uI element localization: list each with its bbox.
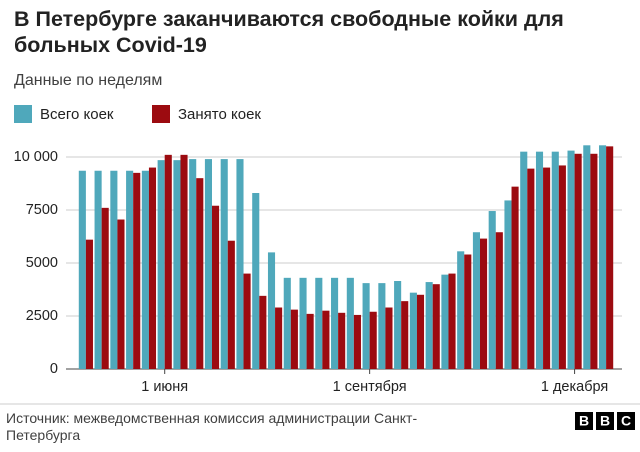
bar	[283, 277, 291, 369]
bar	[252, 193, 260, 369]
bar	[504, 200, 512, 369]
bar	[275, 307, 283, 369]
bar	[101, 207, 109, 369]
bar	[173, 160, 181, 369]
bar	[220, 159, 228, 369]
y-tick-label: 7500	[26, 202, 58, 218]
bar	[204, 159, 212, 369]
bar	[543, 167, 551, 369]
bar	[574, 153, 582, 369]
bar	[511, 186, 519, 369]
bar	[212, 205, 220, 369]
bar	[583, 145, 591, 369]
bar	[495, 232, 503, 369]
bar	[369, 311, 377, 369]
bar	[236, 159, 244, 369]
bar	[243, 273, 251, 369]
bar	[189, 159, 197, 369]
source-note: Источник: межведомственная комиссия адми…	[6, 410, 418, 443]
legend-label: Занято коек	[178, 106, 261, 123]
bar	[85, 239, 93, 369]
bar	[196, 178, 204, 369]
bar	[267, 252, 276, 369]
bar	[527, 168, 535, 369]
bar	[409, 292, 417, 369]
bar	[157, 160, 165, 369]
bar	[94, 170, 102, 369]
bar	[425, 282, 433, 369]
chart-subtitle: Данные по неделям	[14, 72, 163, 89]
bar	[551, 151, 559, 369]
logo-letter: B	[579, 413, 589, 429]
x-tick-label: 1 сентября	[333, 379, 407, 395]
bar	[362, 283, 370, 369]
x-tick-label: 1 июня	[141, 379, 188, 395]
bar	[78, 170, 86, 369]
bar	[180, 154, 188, 369]
bar	[338, 312, 346, 369]
logo-letter: C	[621, 413, 631, 429]
bar	[606, 146, 614, 369]
bar	[148, 167, 157, 369]
legend-swatch	[14, 105, 32, 123]
bar	[464, 254, 472, 369]
y-tick-label: 0	[50, 361, 58, 377]
bar	[346, 277, 354, 369]
bar	[535, 151, 544, 369]
bar	[416, 294, 425, 369]
bar	[141, 170, 149, 369]
bar	[315, 277, 323, 369]
bar	[117, 219, 125, 369]
bar	[599, 145, 607, 369]
bar	[448, 273, 456, 369]
y-tick-label: 10 000	[14, 149, 58, 165]
bar	[488, 211, 496, 369]
y-tick-label: 5000	[26, 255, 58, 271]
logo-letter: B	[600, 413, 610, 429]
chart-title: В Петербурге заканчиваются свободные кой…	[14, 7, 564, 57]
legend-label: Всего коек	[40, 106, 114, 123]
bar	[126, 170, 134, 369]
bar	[259, 295, 267, 369]
bar	[306, 313, 314, 369]
bar	[441, 274, 449, 369]
bar	[432, 284, 440, 369]
bar	[227, 240, 235, 369]
bar	[472, 232, 480, 369]
bar	[520, 151, 528, 369]
bar	[353, 314, 361, 369]
bbc-logo	[575, 412, 635, 430]
bar	[322, 310, 330, 369]
bar	[133, 172, 141, 369]
bar	[567, 150, 575, 369]
bar	[558, 165, 566, 369]
bar	[401, 301, 409, 369]
bar	[110, 170, 118, 369]
bar	[378, 283, 386, 369]
y-tick-label: 2500	[26, 308, 58, 324]
bar	[385, 307, 393, 369]
bar	[299, 277, 307, 369]
bar	[164, 154, 172, 369]
bar	[590, 153, 598, 369]
legend-swatch	[152, 105, 170, 123]
bar	[480, 238, 488, 369]
bar	[394, 281, 402, 369]
x-tick-label: 1 декабря	[541, 379, 608, 395]
bar	[331, 277, 339, 369]
bar	[290, 309, 298, 369]
bar	[457, 251, 465, 369]
